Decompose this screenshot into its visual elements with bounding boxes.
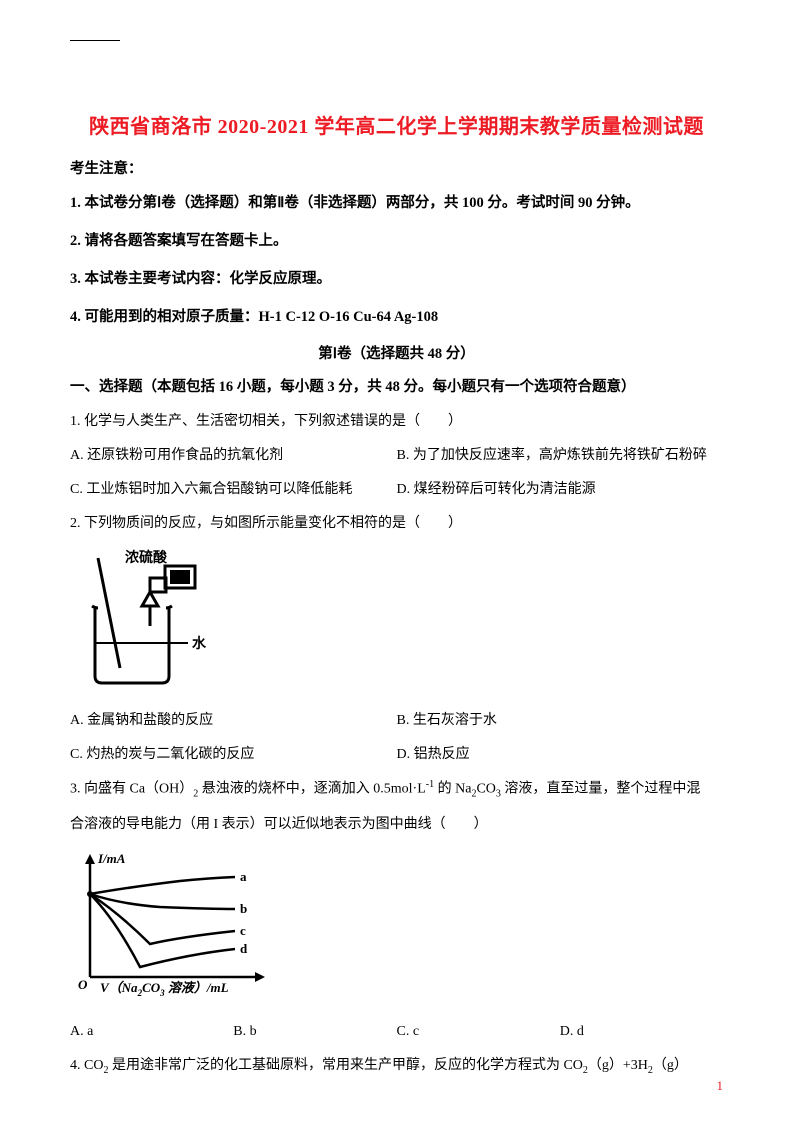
q3-stem-c: 的 Na: [434, 782, 471, 797]
q2-diagram-label-bottom: 水: [192, 635, 207, 652]
q3-curve-a: a: [240, 869, 247, 884]
notice-head: 考生注意：: [70, 157, 723, 178]
q3-ylabel: I/mA: [97, 851, 126, 866]
q2-opt-c: C. 灼热的炭与二氧化碳的反应: [70, 741, 397, 769]
q3-opt-c: C. c: [397, 1018, 560, 1046]
q1-stem: 1. 化学与人类生产、生活密切相关，下列叙述错误的是（ ）: [70, 408, 723, 436]
q3-stem-d: CO: [476, 782, 495, 797]
notice-4: 4. 可能用到的相对原子质量：H-1 C-12 O-16 Cu-64 Ag-10…: [70, 304, 723, 330]
notice-1: 1. 本试卷分第Ⅰ卷（选择题）和第Ⅱ卷（非选择题）两部分，共 100 分。考试时…: [70, 190, 723, 216]
q3-opt-b: B. b: [233, 1018, 396, 1046]
q2-diagram-label-top: 浓硫酸: [125, 549, 168, 566]
q3-curve-c: c: [240, 923, 246, 938]
q2-stem: 2. 下列物质间的反应，与如图所示能量变化不相符的是（ ）: [70, 510, 723, 538]
q3-opt-d: D. d: [560, 1018, 723, 1046]
exam-title: 陕西省商洛市 2020-2021 学年高二化学上学期期末教学质量检测试题: [70, 110, 723, 139]
q1-opt-d: D. 煤经粉碎后可转化为清洁能源: [397, 476, 724, 504]
q1-opts-row1: A. 还原铁粉可用作食品的抗氧化剂 B. 为了加快反应速率，高炉炼铁前先将铁矿石…: [70, 442, 723, 470]
q1-opt-a: A. 还原铁粉可用作食品的抗氧化剂: [70, 442, 397, 470]
part-1-head: 一、选择题（本题包括 16 小题，每小题 3 分，共 48 分。每小题只有一个选…: [70, 375, 723, 396]
q4-stem: 4. CO2 是用途非常广泛的化工基础原料，常用来生产甲醇，反应的化学方程式为 …: [70, 1052, 723, 1081]
q4-stem-d: （g）: [653, 1058, 688, 1073]
q2-opts-row1: A. 金属钠和盐酸的反应 B. 生石灰溶于水: [70, 707, 723, 735]
q3-stem-a: 3. 向盛有 Ca（OH）: [70, 782, 193, 797]
q4-stem-c: （g）+3H: [588, 1058, 648, 1073]
page-number: 1: [717, 1078, 724, 1094]
q1-opts-row2: C. 工业炼铝时加入六氟合铝酸钠可以降低能耗 D. 煤经粉碎后可转化为清洁能源: [70, 476, 723, 504]
header-rule: [70, 40, 120, 41]
q1-opt-b: B. 为了加快反应速率，高炉炼铁前先将铁矿石粉碎: [397, 442, 724, 470]
q2-opt-d: D. 铝热反应: [397, 741, 724, 769]
q2-opt-b: B. 生石灰溶于水: [397, 707, 724, 735]
section-1-head: 第Ⅰ卷（选择题共 48 分）: [70, 342, 723, 363]
q3-curve-b: b: [240, 901, 247, 916]
notice-2: 2. 请将各题答案填写在答题卡上。: [70, 228, 723, 254]
q4-stem-b: 是用途非常广泛的化工基础原料，常用来生产甲醇，反应的化学方程式为 CO: [108, 1058, 582, 1073]
q2-opt-a: A. 金属钠和盐酸的反应: [70, 707, 397, 735]
q3-opts: A. a B. b C. c D. d: [70, 1018, 723, 1046]
q3-stem-b: 悬浊液的烧杯中，逐滴加入 0.5mol·L: [198, 782, 426, 797]
q3-curve-d: d: [240, 941, 248, 956]
q3-stem-e: 溶液，直至过量，整个过程中混: [501, 782, 701, 797]
q4-stem-a: 4. CO: [70, 1058, 103, 1073]
q3-stem-line2: 合溶液的导电能力（用 I 表示）可以近似地表示为图中曲线（ ）: [70, 811, 723, 839]
q1-opt-c: C. 工业炼铝时加入六氟合铝酸钠可以降低能耗: [70, 476, 397, 504]
q3-opt-a: A. a: [70, 1018, 233, 1046]
q2-diagram: 浓硫酸 水: [70, 548, 723, 693]
notice-3: 3. 本试卷主要考试内容：化学反应原理。: [70, 266, 723, 292]
q3-stem-line1: 3. 向盛有 Ca（OH）2 悬浊液的烧杯中，逐滴加入 0.5mol·L-1 的…: [70, 775, 723, 804]
q3-diagram: I/mA O V（Na2CO3 溶液）/mL a b c d: [70, 849, 723, 1004]
q2-opts-row2: C. 灼热的炭与二氧化碳的反应 D. 铝热反应: [70, 741, 723, 769]
q3-origin: O: [78, 977, 88, 992]
q3-xlabel: V（Na2CO3 溶液）/mL: [100, 980, 229, 998]
